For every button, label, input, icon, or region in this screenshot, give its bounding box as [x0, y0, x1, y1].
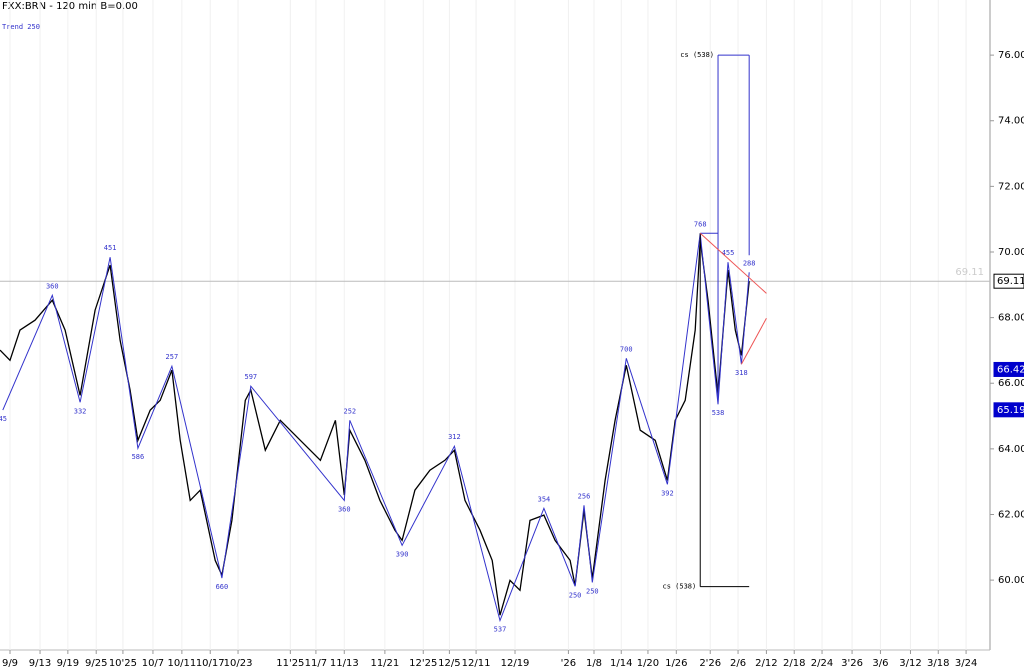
- swing-label: 354: [538, 495, 551, 503]
- price-label-box: [993, 273, 1024, 289]
- x-tick-label: 3'26: [841, 658, 863, 669]
- x-tick-label: 2/18: [783, 658, 805, 669]
- y-tick-label: 60.00: [998, 575, 1024, 586]
- y-tick-label: 76.00: [998, 50, 1024, 61]
- swing-label: 390: [396, 550, 409, 558]
- swing-label: 252: [344, 407, 357, 415]
- x-tick-label: 3/6: [872, 658, 888, 669]
- y-tick-label: 68.00: [998, 313, 1024, 324]
- price-label: 69.11: [997, 276, 1024, 287]
- x-tick-label: 10/23: [224, 658, 253, 669]
- x-tick-label: 12/11: [462, 658, 491, 669]
- y-tick-label: 72.00: [998, 181, 1024, 192]
- x-tick-label: 9/19: [57, 658, 79, 669]
- x-tick-label: 3/18: [927, 658, 949, 669]
- swing-label: 256: [578, 492, 591, 500]
- swing-label: 360: [46, 282, 59, 290]
- x-tick-label: 1/20: [637, 658, 659, 669]
- last-price-faint: 69.11: [955, 267, 984, 278]
- x-tick-label: 12/5: [438, 658, 460, 669]
- subtitle: Trend 250: [2, 23, 40, 31]
- zigzag-line: [2, 233, 750, 623]
- chart-title: FXX:BRN - 120 min B=0.00: [2, 1, 138, 12]
- x-tick-label: 3/12: [899, 658, 921, 669]
- x-tick-label: 1/26: [665, 658, 687, 669]
- x-tick-label: 1/14: [610, 658, 632, 669]
- x-tick-label: 10'25: [109, 658, 137, 669]
- swing-label: 45: [0, 415, 7, 423]
- x-tick-label: 11/21: [370, 658, 399, 669]
- x-tick-label: 9/25: [85, 658, 107, 669]
- x-tick-label: 12'25: [409, 658, 437, 669]
- price-label: 66.42: [997, 364, 1024, 375]
- x-tick-label: 11/7: [305, 658, 327, 669]
- swing-label: 250: [586, 587, 599, 595]
- swing-label: 392: [661, 489, 674, 497]
- swing-label: 597: [245, 373, 258, 381]
- x-tick-label: 2/12: [755, 658, 777, 669]
- x-tick-label: 10/17: [196, 658, 225, 669]
- swing-label: 768: [694, 220, 707, 228]
- swing-label: 312: [448, 433, 461, 441]
- x-tick-label: 2/6: [730, 658, 746, 669]
- price-line: [0, 240, 750, 616]
- swing-label: 538: [712, 409, 725, 417]
- swing-label: 288: [743, 259, 756, 267]
- x-tick-label: 1/8: [586, 658, 602, 669]
- y-tick-label: 74.00: [998, 116, 1024, 127]
- x-tick-label: 9/13: [29, 658, 51, 669]
- study-line: [740, 318, 767, 365]
- x-tick-label: 11/13: [330, 658, 359, 669]
- x-tick-label: 9/9: [2, 658, 18, 669]
- x-tick-label: 10/11: [167, 658, 196, 669]
- price-label-box: [993, 361, 1024, 377]
- swing-label: 318: [735, 369, 748, 377]
- swing-label: 700: [620, 345, 633, 353]
- study-line: [699, 232, 767, 294]
- annotation: cs (538): [663, 583, 697, 591]
- x-tick-label: 2'26: [699, 658, 721, 669]
- x-tick-label: 11'25: [276, 658, 304, 669]
- x-tick-label: 3/24: [955, 658, 977, 669]
- price-label-box: [993, 402, 1024, 418]
- price-label: 65.19: [997, 405, 1024, 416]
- x-tick-label: 2/24: [811, 658, 833, 669]
- y-tick-label: 66.00: [998, 378, 1024, 389]
- swing-label: 455: [722, 249, 735, 257]
- swing-label: 586: [132, 453, 145, 461]
- x-tick-label: '26: [561, 658, 576, 669]
- x-tick-label: 12/19: [501, 658, 530, 669]
- swing-label: 451: [104, 244, 117, 252]
- annotation: cs (538): [680, 51, 714, 59]
- swing-label: 360: [338, 505, 351, 513]
- swing-label: 257: [166, 353, 179, 361]
- swing-label: 537: [494, 625, 507, 633]
- swing-label: 332: [74, 407, 87, 415]
- y-tick-label: 70.00: [998, 247, 1024, 258]
- swing-label: 660: [216, 583, 229, 591]
- x-tick-label: 10/7: [142, 658, 164, 669]
- y-tick-label: 64.00: [998, 444, 1024, 455]
- swing-label: 250: [569, 591, 582, 599]
- y-tick-label: 62.00: [998, 509, 1024, 520]
